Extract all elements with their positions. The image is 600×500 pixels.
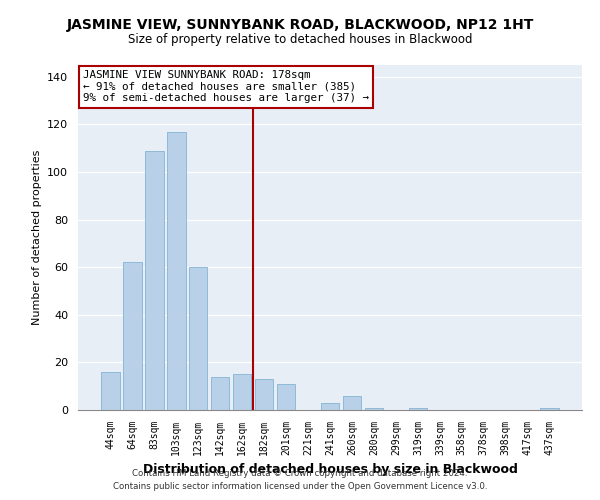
Y-axis label: Number of detached properties: Number of detached properties xyxy=(32,150,41,325)
Text: Size of property relative to detached houses in Blackwood: Size of property relative to detached ho… xyxy=(128,32,472,46)
Bar xyxy=(541,408,559,410)
Bar xyxy=(277,384,295,410)
Bar xyxy=(365,408,383,410)
Bar xyxy=(145,150,164,410)
Text: JASMINE VIEW, SUNNYBANK ROAD, BLACKWOOD, NP12 1HT: JASMINE VIEW, SUNNYBANK ROAD, BLACKWOOD,… xyxy=(67,18,533,32)
Text: JASMINE VIEW SUNNYBANK ROAD: 178sqm
← 91% of detached houses are smaller (385)
9: JASMINE VIEW SUNNYBANK ROAD: 178sqm ← 91… xyxy=(83,70,369,103)
Bar xyxy=(233,374,251,410)
Bar xyxy=(255,379,274,410)
X-axis label: Distribution of detached houses by size in Blackwood: Distribution of detached houses by size … xyxy=(143,464,517,476)
Bar xyxy=(343,396,361,410)
Bar xyxy=(101,372,119,410)
Bar xyxy=(211,376,229,410)
Bar xyxy=(409,408,427,410)
Bar xyxy=(320,403,340,410)
Bar xyxy=(189,267,208,410)
Bar xyxy=(123,262,142,410)
Bar xyxy=(167,132,185,410)
Text: Contains HM Land Registry data © Crown copyright and database right 2024.: Contains HM Land Registry data © Crown c… xyxy=(132,468,468,477)
Text: Contains public sector information licensed under the Open Government Licence v3: Contains public sector information licen… xyxy=(113,482,487,491)
